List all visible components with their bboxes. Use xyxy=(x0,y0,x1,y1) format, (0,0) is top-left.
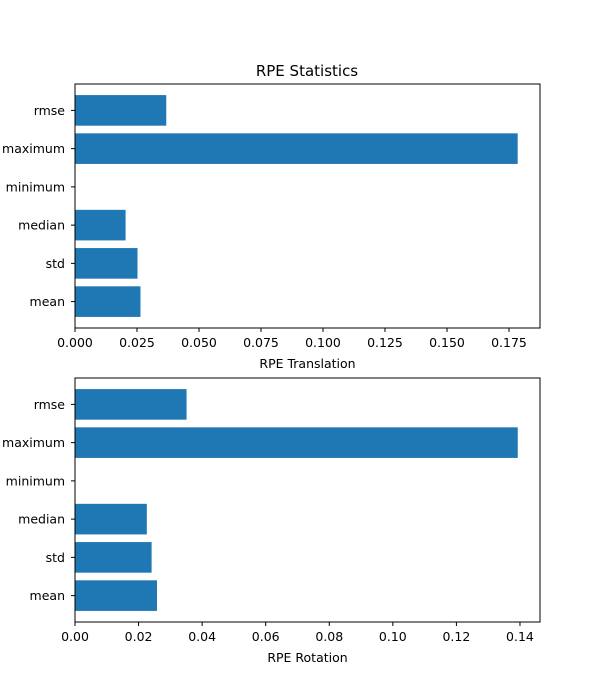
y-tick-label: minimum xyxy=(6,179,65,194)
x-tick-label: 0.050 xyxy=(181,335,217,350)
bar-maximum xyxy=(75,427,518,458)
x-tick-label: 0.175 xyxy=(491,335,527,350)
x-tick-label: 0.04 xyxy=(188,629,216,644)
axes-frame xyxy=(74,377,541,623)
y-tick-label: maximum xyxy=(2,435,65,450)
x-tick-label: 0.025 xyxy=(119,335,155,350)
x-tick-label: 0.00 xyxy=(61,629,89,644)
x-axis-label: RPE Rotation xyxy=(267,650,347,665)
x-tick-label: 0.10 xyxy=(379,629,407,644)
bar-maximum xyxy=(75,133,518,164)
x-tick-label: 0.08 xyxy=(315,629,343,644)
y-tick-label: maximum xyxy=(2,141,65,156)
y-tick-label: mean xyxy=(30,588,65,603)
y-tick-label: rmse xyxy=(34,397,66,412)
x-tick-label: 0.06 xyxy=(252,629,280,644)
axes-frame xyxy=(74,83,541,329)
subplot-1: mean std median minimum maximum rmse 0.000 0.02… xyxy=(2,83,541,371)
x-tick-label: 0.100 xyxy=(305,335,341,350)
y-tick-label: median xyxy=(18,512,65,527)
y-tick-label: std xyxy=(46,550,65,565)
y-tick-label: mean xyxy=(30,294,65,309)
bar-mean xyxy=(75,580,158,611)
x-tick-label: 0.000 xyxy=(57,335,93,350)
x-axis-label: RPE Translation xyxy=(259,356,355,371)
y-tick-label: median xyxy=(18,218,65,233)
y-tick-label: minimum xyxy=(6,473,65,488)
subplot-2: mean std median minimum maximum rmse 0.00 0.02 0… xyxy=(2,377,541,665)
bar-median xyxy=(75,503,147,535)
x-tick-label: 0.12 xyxy=(442,629,470,644)
bar-std xyxy=(75,248,138,279)
x-tick-label: 0.125 xyxy=(367,335,403,350)
bar-mean xyxy=(75,286,141,317)
x-tick-label: 0.14 xyxy=(506,629,534,644)
bar-std xyxy=(75,542,152,573)
y-tick-label: rmse xyxy=(34,103,66,118)
x-tick-label: 0.02 xyxy=(125,629,153,644)
chart-title: RPE Statistics xyxy=(256,62,358,80)
bar-rmse xyxy=(75,389,187,420)
bar-rmse xyxy=(75,95,167,126)
bar-median xyxy=(75,209,126,241)
x-tick-label: 0.150 xyxy=(429,335,465,350)
y-tick-label: std xyxy=(46,256,65,271)
x-tick-label: 0.075 xyxy=(243,335,279,350)
